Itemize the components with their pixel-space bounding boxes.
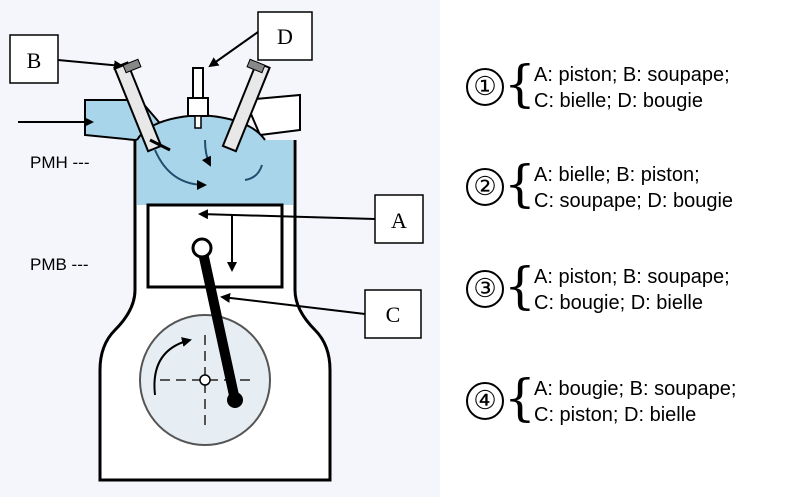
option-line-2: C: bielle; D: bougie <box>534 90 703 112</box>
leader-b <box>57 59 124 71</box>
swirl-arrow <box>201 139 211 167</box>
option-number: ② <box>466 168 504 206</box>
option-1[interactable]: ① { A: piston; B: soupape; C: bielle; D:… <box>466 55 796 120</box>
option-line-2: C: bougie; D: bielle <box>534 292 703 314</box>
brace-icon: { <box>504 369 536 427</box>
piston <box>146 203 284 289</box>
option-line-1: A: bielle; B: piston; <box>534 164 700 186</box>
brace-icon: { <box>504 155 536 213</box>
leader-d <box>208 31 259 68</box>
exhaust-valve <box>221 58 271 153</box>
option-line-1: A: piston; B: soupape; <box>534 266 730 288</box>
label-box-b <box>9 34 59 84</box>
label-a: A <box>391 208 407 233</box>
option-line-1: A: bougie; B: soupape; <box>534 378 737 400</box>
option-number: ④ <box>466 382 504 420</box>
pmb-label: PMB --- <box>30 255 89 274</box>
brace-icon: { <box>504 257 536 315</box>
option-line-1: A: piston; B: soupape; <box>534 64 730 86</box>
spark-plug <box>187 67 209 129</box>
label-box-c <box>364 289 422 339</box>
pmh-label: PMH --- <box>30 153 89 172</box>
option-2[interactable]: ② { A: bielle; B: piston; C: soupape; D:… <box>466 155 796 220</box>
label-box-a <box>374 194 424 244</box>
rotation-arrow <box>153 337 192 396</box>
intake-valve <box>113 58 171 153</box>
option-number: ③ <box>466 270 504 308</box>
connecting-rod <box>197 243 240 405</box>
option-3[interactable]: ③ { A: piston; B: soupape; C: bougie; D:… <box>466 257 796 322</box>
label-d: D <box>277 24 293 49</box>
label-c: C <box>386 302 401 327</box>
leader-c <box>220 292 366 315</box>
swirl-arrow <box>154 149 207 190</box>
option-line-2: C: piston; D: bielle <box>534 404 697 426</box>
brace-icon: { <box>504 55 536 113</box>
label-b: B <box>27 48 42 73</box>
option-line-2: C: soupape; D: bougie <box>534 190 734 212</box>
option-number: ① <box>466 68 504 106</box>
swirl-arrow <box>244 164 263 181</box>
engine-svg: B D A C PMH --- PMB --- <box>9 11 424 482</box>
leader-a <box>198 209 376 220</box>
engine-diagram: B D A C PMH --- PMB --- <box>0 0 440 497</box>
option-4[interactable]: ④ { A: bougie; B: soupape; C: piston; D:… <box>466 369 796 434</box>
label-box-d <box>257 11 313 61</box>
combustion-chamber <box>137 115 293 205</box>
exhaust-port <box>243 93 301 137</box>
